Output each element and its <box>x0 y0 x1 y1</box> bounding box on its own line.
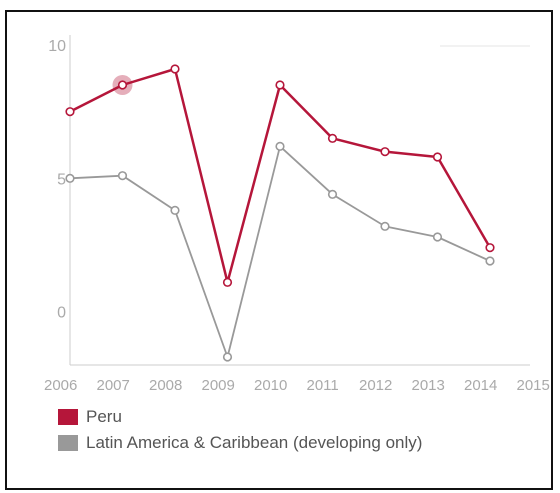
x-tick-label: 2008 <box>149 377 182 394</box>
y-tick-label: 10 <box>48 38 66 55</box>
data-point-latin-america <box>432 232 443 242</box>
legend-label-latin-america: Latin America & Caribbean (developing on… <box>86 433 423 452</box>
data-point-peru <box>65 107 75 117</box>
legend: Peru Latin America & Caribbean (developi… <box>58 404 528 456</box>
data-point-latin-america <box>117 171 128 181</box>
y-tick-label: 5 <box>57 171 66 188</box>
x-tick-label: 2007 <box>97 377 130 394</box>
y-tick-label: 0 <box>57 305 66 322</box>
legend-item-latin-america[interactable]: Latin America & Caribbean (developing on… <box>58 430 528 456</box>
data-point-latin-america <box>170 205 180 215</box>
legend-label-peru: Peru <box>86 407 122 426</box>
series-line-peru <box>69 67 492 284</box>
line-chart: 0 5 10 2006 2007 2008 2009 2010 2011 2012 2013 2014… <box>44 35 550 394</box>
data-point-peru <box>170 64 180 74</box>
series-line-latin-america <box>69 145 491 358</box>
x-tick-label: 2010 <box>254 377 287 394</box>
data-point-peru <box>222 277 233 287</box>
x-tick-label: 2014 <box>464 377 497 394</box>
data-point-peru <box>327 133 338 143</box>
data-point-peru <box>485 243 495 253</box>
data-point-latin-america <box>327 189 338 199</box>
series-layer <box>65 64 495 362</box>
axis-layer: 0 5 10 2006 2007 2008 2009 2010 2011 2012 2013 2014… <box>44 35 550 394</box>
legend-swatch-peru <box>58 409 78 425</box>
data-point-latin-america <box>275 141 285 151</box>
data-point-latin-america <box>222 352 233 362</box>
data-point-peru <box>275 80 285 90</box>
data-point-peru <box>380 147 390 157</box>
x-tick-label: 2015 <box>517 377 550 394</box>
x-tick-label: 2012 <box>359 377 392 394</box>
data-point-peru <box>117 80 128 90</box>
x-tick-label: 2011 <box>307 377 339 394</box>
data-point-latin-america <box>65 173 75 183</box>
x-tick-label: 2006 <box>44 377 77 394</box>
x-tick-label: 2013 <box>412 377 445 394</box>
legend-item-peru[interactable]: Peru <box>58 404 528 430</box>
legend-swatch-latin-america <box>58 435 78 451</box>
x-tick-label: 2009 <box>202 377 235 394</box>
data-point-peru <box>432 152 443 162</box>
data-point-latin-america <box>485 256 495 266</box>
data-point-latin-america <box>380 221 390 231</box>
